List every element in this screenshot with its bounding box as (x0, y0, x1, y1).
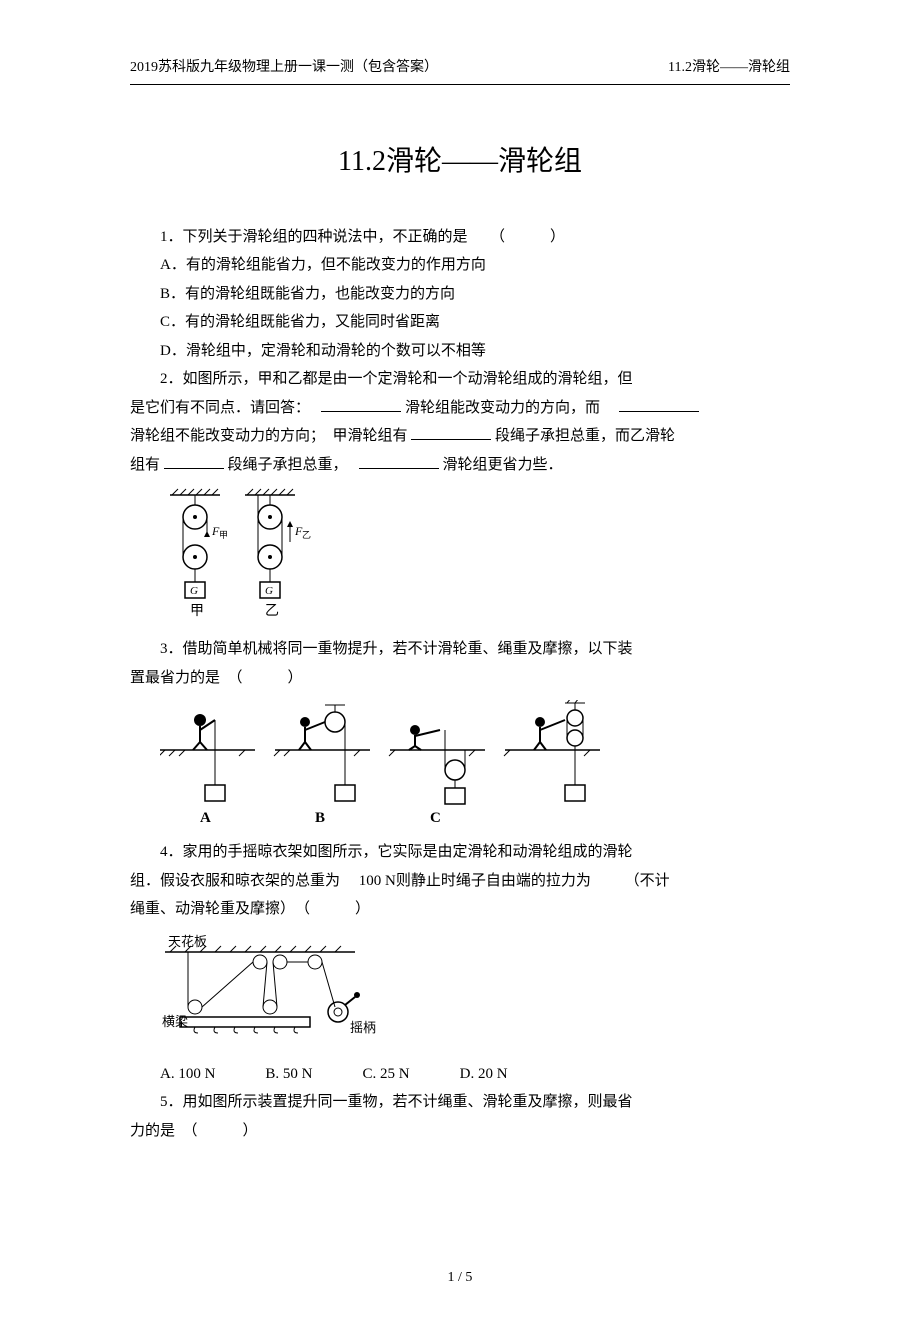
header-left: 2019苏科版九年级物理上册一课一测（包含答案） (130, 55, 438, 82)
q4-opt-b: B. 50 N (265, 1060, 312, 1089)
q2-l2a: 是它们有不同点．请回答： (130, 400, 318, 416)
page-footer: 1 / 5 (130, 1265, 790, 1292)
q2-line4: 组有 段绳子承担总重， 滑轮组更省力些． (130, 451, 790, 480)
blank-1 (321, 397, 401, 412)
q4-l2c: （不计 (625, 873, 670, 889)
q2-label-g1: G (190, 585, 198, 597)
q4-options: A. 100 N B. 50 N C. 25 N D. 20 N (160, 1060, 790, 1089)
q1-opt-b: B．有的滑轮组既能省力，也能改变力的方向 (130, 280, 790, 309)
q4-opt-c: C. 25 N (363, 1060, 410, 1089)
q2-line3: 滑轮组不能改变动力的方向； 甲滑轮组有 段绳子承担总重，而乙滑轮 (130, 422, 790, 451)
q4-l2b: 100 N则静止时绳子自由端的拉力为 (359, 873, 591, 889)
q2-l4a: 组有 (130, 457, 160, 473)
q5-line1: 5．用如图所示装置提升同一重物，若不计绳重、滑轮重及摩擦，则最省 (130, 1088, 790, 1117)
q1-opt-d: D．滑轮组中，定滑轮和动滑轮的个数可以不相等 (130, 337, 790, 366)
blank-4 (164, 454, 224, 469)
q4-ceiling-label: 天花板 (168, 934, 207, 949)
q3-figure: A B (160, 700, 790, 830)
page-header: 2019苏科版九年级物理上册一课一测（包含答案） 11.2滑轮——滑轮组 (130, 55, 790, 85)
q4-beam-label: 横梁 (162, 1014, 188, 1029)
header-right: 11.2滑轮——滑轮组 (668, 55, 790, 82)
q2-label-f2-sub: 乙 (302, 530, 311, 540)
q4-line1: 4．家用的手摇晾衣架如图所示，它实际是由定滑轮和动滑轮组成的滑轮 (130, 838, 790, 867)
q3-label-c: C (430, 810, 441, 826)
q3-line1: 3．借助简单机械将同一重物提升，若不计滑轮重、绳重及摩擦，以下装 (130, 635, 790, 664)
q5-line2: 力的是 （ ） (130, 1117, 790, 1146)
q1-opt-c: C．有的滑轮组既能省力，又能同时省距离 (130, 308, 790, 337)
q2-line2: 是它们有不同点．请回答： 滑轮组能改变动力的方向，而 (130, 394, 790, 423)
q1-opt-a: A．有的滑轮组能省力，但不能改变力的作用方向 (130, 251, 790, 280)
q2-l2b: 滑轮组能改变动力的方向，而 (405, 400, 615, 416)
q4-opt-a: A. 100 N (160, 1060, 215, 1089)
q2-cap2: 乙 (265, 603, 279, 619)
q4-line2: 组．假设衣服和晾衣架的总重为 100 N则静止时绳子自由端的拉力为 （不计 (130, 867, 790, 896)
blank-3 (411, 425, 491, 440)
q1-stem: 1．下列关于滑轮组的四种说法中，不正确的是 （ ） (130, 223, 790, 252)
q2-line1: 2．如图所示，甲和乙都是由一个定滑轮和一个动滑轮组成的滑轮组，但 (130, 365, 790, 394)
q3-label-a: A (200, 810, 211, 826)
q2-cap1: 甲 (190, 604, 204, 619)
q4-l2a: 组．假设衣服和晾衣架的总重为 (130, 873, 340, 889)
page-title: 11.2滑轮——滑轮组 (130, 135, 790, 188)
q3-label-b: B (315, 810, 325, 826)
q2-l4c: 滑轮组更省力些． (443, 457, 563, 473)
q2-label-g2: G (265, 585, 273, 597)
blank-2 (619, 397, 699, 412)
q4-figure: 天花板 横梁 (160, 932, 790, 1052)
q2-l3b: 段绳子承担总重，而乙滑轮 (495, 428, 675, 444)
q3-line2: 置最省力的是 （ ） (130, 664, 790, 693)
blank-5 (359, 454, 439, 469)
q2-figure: F 甲 G 甲 F 乙 (160, 487, 790, 627)
q4-handle-label: 摇柄 (350, 1020, 376, 1035)
q2-l4b: 段绳子承担总重， (228, 457, 356, 473)
q4-opt-d: D. 20 N (460, 1060, 508, 1089)
q2-l3a: 滑轮组不能改变动力的方向； 甲滑轮组有 (130, 428, 408, 444)
q4-line3: 绳重、动滑轮重及摩擦） （ ） (130, 895, 790, 924)
q2-label-f1-sub: 甲 (219, 530, 228, 540)
